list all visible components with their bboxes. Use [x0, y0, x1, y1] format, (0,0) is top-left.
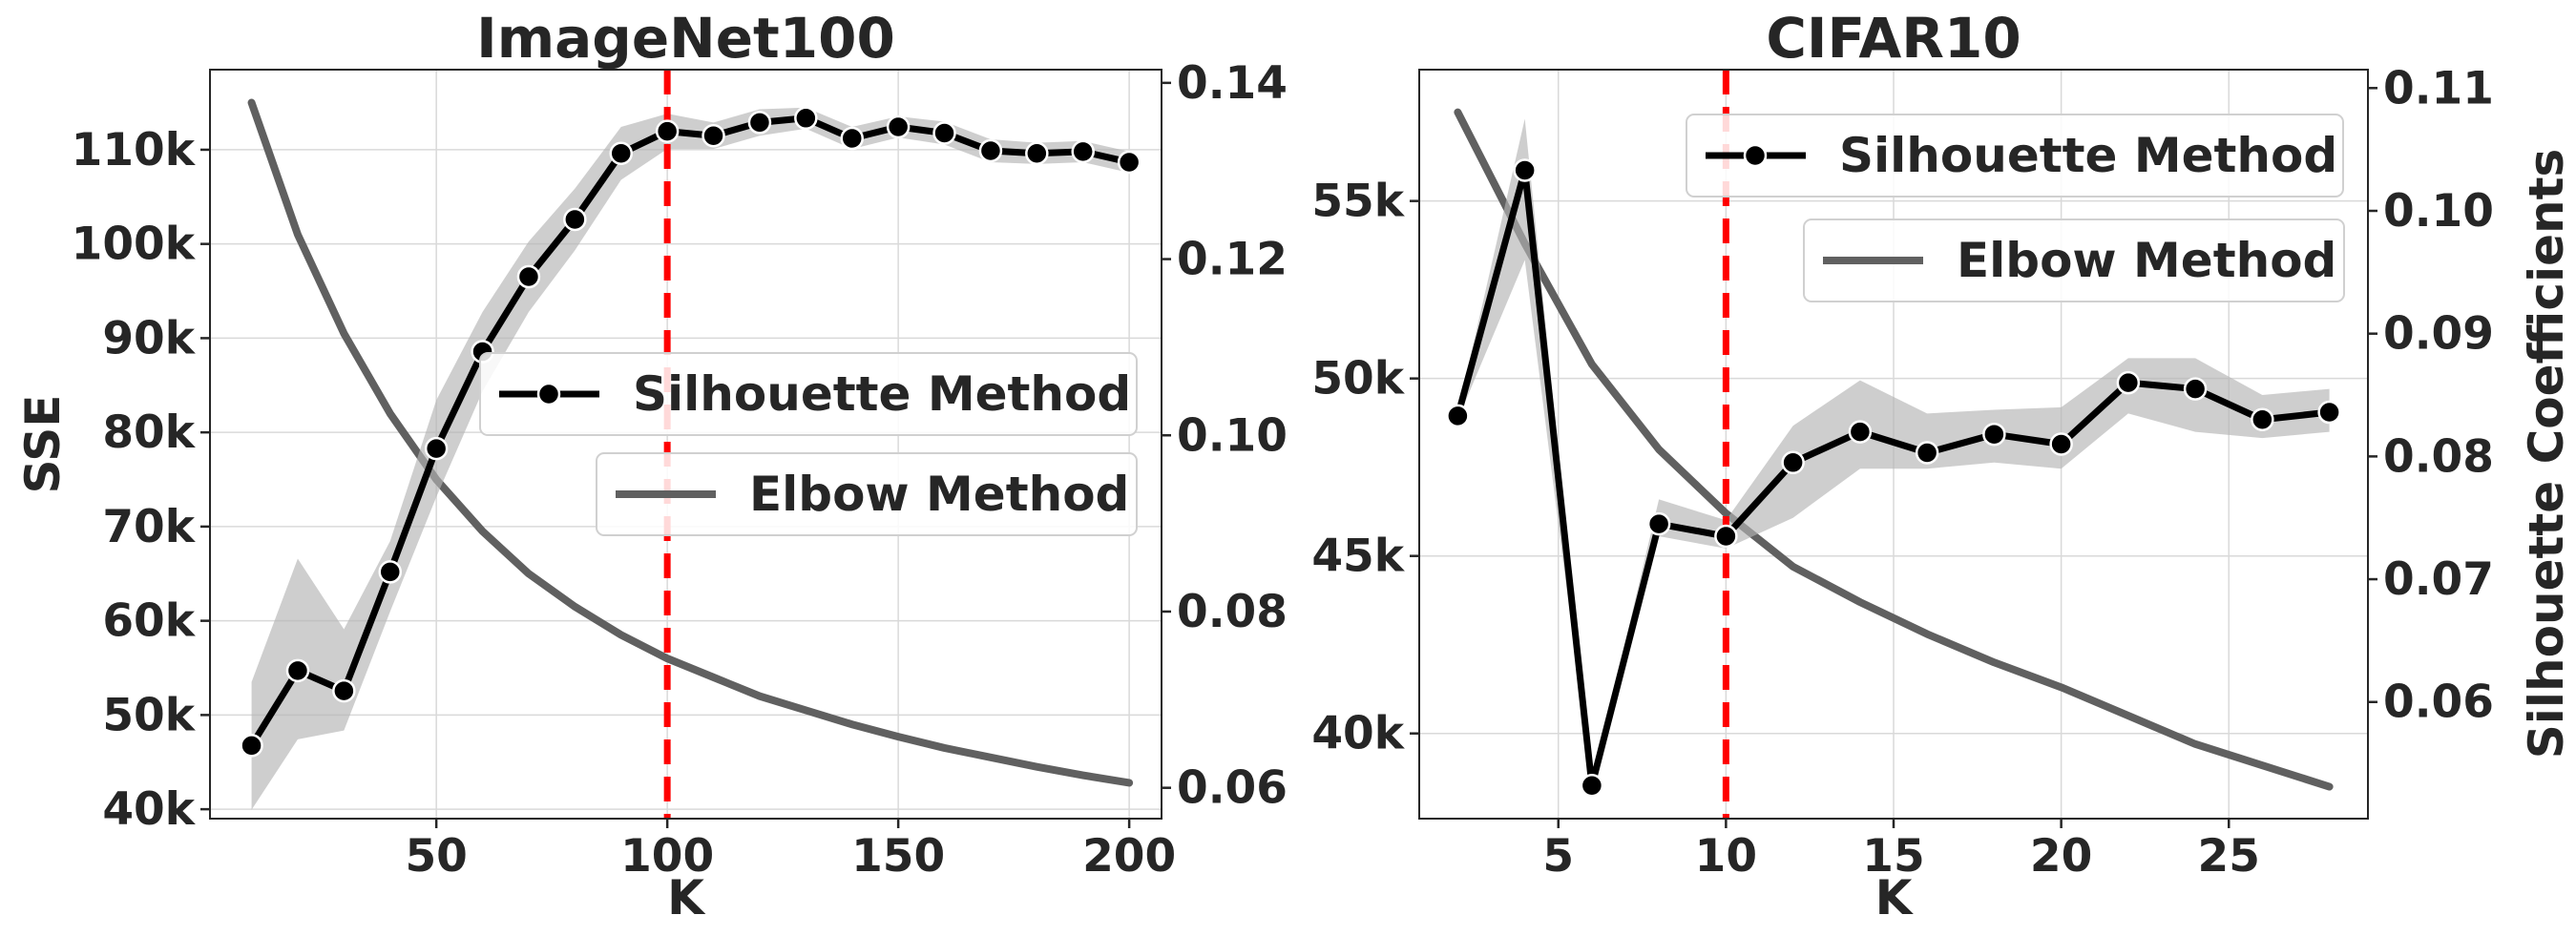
- right-axis-label: Silhouette Coefficients: [2519, 149, 2574, 759]
- silhouette-point: [609, 141, 633, 165]
- x-tick-label: 50: [405, 830, 467, 883]
- x-axis-label: K: [1875, 870, 1915, 926]
- silhouette-point: [886, 114, 911, 139]
- silhouette-point: [1071, 139, 1095, 164]
- legend-label: Silhouette Method: [633, 366, 1131, 422]
- x-tick-label: 20: [2030, 830, 2092, 883]
- legend-frame: [1686, 114, 2344, 198]
- right-tick-label: 0.10: [2383, 185, 2494, 238]
- chart-panel-2: 5 10 15 20 25 40k 45k 50k 55k 0.06 0.07 0.08 0.09 0.1…: [1311, 6, 2574, 926]
- silhouette-point: [2049, 432, 2073, 456]
- silhouette-point: [1982, 422, 2006, 447]
- legend-box: Elbow Method: [1803, 218, 2345, 302]
- right-tick-label: 0.08: [2383, 430, 2494, 483]
- silhouette-point: [424, 436, 449, 461]
- silhouette-point: [1117, 150, 1141, 175]
- legend-frame: [479, 352, 1138, 436]
- right-tick-label: 0.07: [2383, 553, 2494, 606]
- chart-title: ImageNet100: [476, 6, 895, 71]
- legend-box: Elbow Method: [596, 452, 1138, 536]
- right-tick-label: 0.06: [2383, 676, 2494, 729]
- x-axis-label: K: [667, 870, 706, 926]
- right-tick-label: 0.06: [1177, 762, 1288, 815]
- right-tick-label: 0.11: [2383, 62, 2494, 114]
- silhouette-point: [702, 124, 725, 148]
- left-tick-label: 100k: [72, 218, 197, 271]
- silhouette-point: [563, 207, 587, 232]
- x-tick-label: 5: [1542, 830, 1574, 883]
- silhouette-point: [932, 121, 956, 145]
- silhouette-point: [1848, 420, 1873, 444]
- x-tick-label: 25: [2198, 830, 2260, 883]
- silhouette-confidence-band: [1457, 118, 2330, 788]
- chart-panel-1: 50 100 150 200 40k 50k 60k 70k 80k 90k 100k 110k 0.0…: [15, 6, 1288, 926]
- silhouette-point: [2116, 370, 2141, 395]
- silhouette-point: [1646, 511, 1671, 536]
- silhouette-point: [840, 126, 864, 151]
- silhouette-point: [655, 119, 680, 143]
- x-tick-label: 200: [1082, 830, 1176, 883]
- legend-silhouette-marker: [1743, 143, 1768, 168]
- silhouette-point: [1915, 441, 1939, 465]
- elbow-method-line: [1454, 108, 2334, 791]
- legend-frame: [1803, 218, 2345, 302]
- silhouette-point: [1781, 450, 1805, 475]
- left-axis-label: SSE: [15, 395, 71, 494]
- left-tick-label: 50k: [1311, 353, 1405, 406]
- elbow-method-line: [247, 98, 1134, 787]
- silhouette-point: [747, 111, 772, 135]
- silhouette-point: [2251, 407, 2274, 432]
- silhouette-confidence-band: [251, 107, 1130, 810]
- silhouette-point: [1025, 141, 1049, 165]
- left-tick-label: 110k: [72, 124, 197, 177]
- x-tick-label: 100: [620, 830, 714, 883]
- right-tick-label: 0.10: [1177, 409, 1288, 462]
- legend-label: Elbow Method: [749, 467, 1129, 522]
- silhouette-point: [240, 734, 263, 758]
- silhouette-point: [1714, 524, 1738, 549]
- left-tick-label: 50k: [102, 689, 196, 741]
- silhouette-point: [794, 106, 818, 131]
- right-tick-label: 0.09: [2383, 308, 2494, 361]
- left-tick-label: 40k: [1311, 708, 1405, 760]
- silhouette-point: [1513, 158, 1537, 182]
- right-tick-label: 0.12: [1177, 234, 1288, 286]
- left-tick-label: 90k: [102, 312, 196, 364]
- silhouette-point: [378, 560, 403, 584]
- right-tick-label: 0.14: [1177, 57, 1288, 110]
- right-tick-label: 0.08: [1177, 586, 1288, 638]
- left-tick-label: 55k: [1311, 176, 1405, 228]
- left-tick-label: 80k: [102, 406, 196, 459]
- legend-box: Silhouette Method: [1686, 114, 2344, 198]
- silhouette-point: [332, 678, 356, 703]
- silhouette-point: [1580, 774, 1604, 798]
- legend-box: Silhouette Method: [479, 352, 1138, 436]
- silhouette-point: [978, 138, 1003, 163]
- left-tick-label: 60k: [102, 595, 196, 648]
- legend-silhouette-marker: [536, 382, 561, 406]
- legend-frame: [596, 452, 1138, 536]
- silhouette-point: [516, 264, 541, 289]
- silhouette-point: [2183, 377, 2208, 401]
- silhouette-point: [1446, 404, 1470, 428]
- x-tick-label: 15: [1862, 830, 1924, 883]
- legend-label: Elbow Method: [1957, 233, 2336, 288]
- left-tick-label: 40k: [102, 783, 196, 836]
- chart-title: CIFAR10: [1766, 6, 2021, 71]
- silhouette-point: [2317, 400, 2341, 425]
- silhouette-point: [285, 658, 310, 683]
- plot-frame: [209, 69, 1162, 820]
- x-tick-label: 150: [851, 830, 945, 883]
- left-tick-label: 70k: [102, 501, 196, 553]
- legend-label: Silhouette Method: [1839, 128, 2337, 183]
- left-tick-label: 45k: [1311, 530, 1405, 583]
- x-tick-label: 10: [1695, 830, 1757, 883]
